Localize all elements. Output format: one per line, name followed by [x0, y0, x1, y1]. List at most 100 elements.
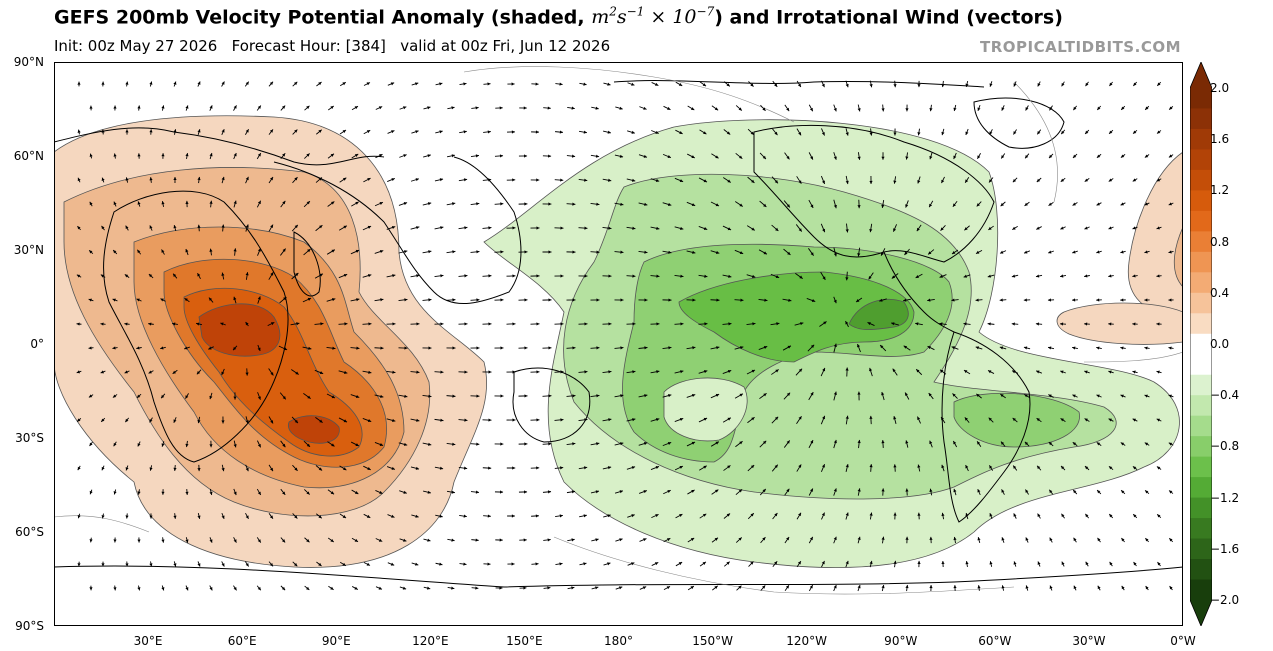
wind-vector-head [344, 370, 348, 374]
wind-vector-head [881, 584, 885, 589]
wind-vector-head [1049, 489, 1053, 494]
wind-vector-head [257, 296, 261, 300]
wind-vector-head [596, 298, 600, 302]
wind-vector-head [161, 249, 165, 253]
anomaly-negative-level-5 [848, 299, 909, 331]
wind-vector-head [125, 563, 129, 567]
wind-vector-head [161, 105, 165, 109]
wind-vector-head [786, 488, 790, 493]
wind-vector-head [161, 587, 165, 591]
wind-vector-head [1012, 178, 1017, 183]
wind-vector-head [209, 539, 213, 543]
wind-vector-head [173, 563, 177, 567]
wind-vector-head [427, 154, 431, 158]
wind-vector-head [989, 561, 993, 565]
wind-vector-head [391, 225, 396, 230]
wind-vector-head [857, 439, 861, 444]
wind-vector-head [220, 322, 224, 326]
wind-vector-head [1072, 442, 1077, 446]
wind-vector-head [354, 491, 359, 494]
wind-vector-head [414, 562, 419, 566]
wind-vector-head [354, 106, 359, 110]
wind-vector-head [245, 321, 249, 326]
wind-vector-head [1025, 107, 1029, 111]
wind-vector-head [572, 298, 576, 302]
wind-vector-head [1084, 418, 1088, 422]
wind-vector-head [463, 514, 467, 518]
wind-vector-head [488, 466, 492, 470]
wind-vector-head [257, 396, 261, 400]
wind-vector-head [1084, 274, 1088, 278]
wind-vector-head [751, 274, 756, 278]
wind-vector-head [867, 322, 871, 326]
wind-vector-head [366, 82, 370, 86]
wind-vector-head [101, 177, 105, 181]
longitude-label: 120°W [786, 634, 828, 648]
wind-vector-head [833, 439, 837, 444]
wind-vector-head [940, 369, 944, 373]
wind-vector-head [464, 322, 468, 326]
wind-vector-head [499, 490, 504, 494]
wind-vector-head [751, 227, 755, 231]
wind-vector-head [1036, 178, 1041, 182]
colorbar-swatch [1190, 518, 1212, 540]
wind-vector-head [330, 201, 335, 205]
wind-vector-head [77, 418, 81, 422]
wind-vector-head [535, 514, 539, 518]
wind-vector-head [354, 586, 358, 590]
wind-vector-head [762, 440, 767, 445]
wind-vector-head [499, 106, 503, 110]
wind-vector-head [1001, 489, 1005, 493]
wind-vector-head [1157, 130, 1161, 134]
latitude-label: 60°N [13, 149, 44, 163]
wind-vector-head [136, 346, 140, 350]
wind-vector-head [965, 131, 969, 135]
wind-vector-head [137, 249, 141, 254]
anomaly-positive-southatlantic [1056, 302, 1183, 345]
wind-vector-head [294, 129, 298, 133]
wind-vector-head [149, 225, 153, 229]
wind-vector-head [1157, 514, 1161, 518]
wind-vector-head [270, 467, 273, 472]
colorbar-tick-label: −1.6 [1210, 541, 1240, 556]
wind-vector-head [1035, 274, 1040, 278]
wind-vector-head [632, 370, 636, 374]
wind-vector-head [1132, 274, 1136, 278]
wind-vector-head [727, 465, 731, 469]
wind-vector-head [197, 273, 201, 277]
wind-vector-head [975, 298, 979, 302]
wind-vector-head [1133, 82, 1137, 86]
wind-vector-head [928, 251, 932, 255]
wind-vector-head [786, 392, 791, 397]
wind-vector-head [208, 297, 213, 301]
wind-vector-head [270, 322, 275, 326]
wind-vector-head [269, 515, 273, 519]
wind-vector-head [951, 298, 955, 302]
wind-vector-head [209, 105, 213, 109]
wind-vector-head [428, 346, 432, 350]
wind-vector-head [584, 370, 588, 374]
wind-vector-head [1168, 298, 1172, 302]
wind-vector-head [905, 108, 909, 112]
wind-vector-head [1096, 298, 1100, 302]
wind-vector-head [740, 346, 744, 350]
wind-vector-head [1096, 346, 1100, 350]
wind-vector-head [1037, 465, 1041, 470]
wind-vector-head [810, 156, 813, 160]
anomaly-positive-level-6b [287, 415, 340, 444]
wind-vector-head [679, 417, 684, 421]
wind-vector-head [1168, 250, 1172, 254]
wind-vector-head [941, 464, 945, 469]
wind-vector-head [572, 346, 576, 350]
wind-vector-head [763, 251, 767, 255]
wind-vector-head [475, 106, 479, 110]
wind-vector-head [536, 274, 540, 278]
wind-vector-head [1121, 106, 1125, 110]
wind-vector-head [355, 201, 359, 205]
wind-vector-head [524, 394, 528, 398]
wind-vector-head [905, 536, 909, 540]
colorbar-swatch [1190, 374, 1212, 396]
wind-vector-head [416, 418, 420, 422]
wind-vector-head [952, 203, 956, 207]
wind-vector-head [1001, 585, 1005, 589]
